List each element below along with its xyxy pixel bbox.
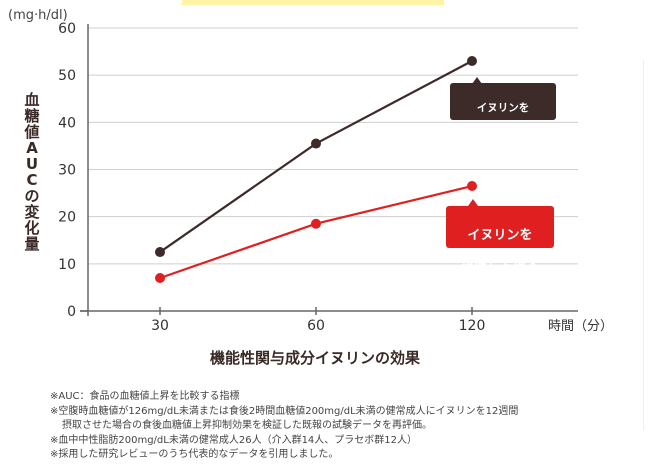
callout-inulin-line-1: イヌリンを <box>467 228 533 243</box>
footnote-subjects-cont: 摂取させた場合の食後血糖値上昇抑制効果を検証した既報の試験データを再評価。 <box>62 420 432 431</box>
footnotes: ※AUC：食品の血糖値上昇を比較する指標 ※空腹時血糖値が126mg/dL未満ま… <box>50 390 640 463</box>
y-tick-label-10: 10 <box>58 257 76 273</box>
y-tick-label-0: 0 <box>67 304 76 320</box>
data-point-0-60 <box>311 138 321 149</box>
y-tick-label-50: 50 <box>58 68 76 84</box>
x-axis-title: 機能性関与成分イヌリンの効果 <box>209 349 420 367</box>
series-callout-inulin: イヌリンを 摂取した場合 <box>446 199 554 277</box>
y-tick-label-30: 30 <box>58 163 76 179</box>
y-axis-title: 血糖値AUCの変化量 <box>24 91 40 253</box>
data-point-0-30 <box>155 247 165 258</box>
y-tick-label-20: 20 <box>58 210 76 226</box>
x-tick-label-120: 120 <box>459 318 486 334</box>
x-tick-label-60: 60 <box>307 318 325 334</box>
y-tick-label-40: 40 <box>58 115 76 131</box>
right-edge-divider <box>643 60 650 430</box>
callout-inulin-line-2: 摂取した場合 <box>460 262 539 277</box>
data-point-0-120 <box>467 56 477 67</box>
footnote-auc: ※AUC：食品の血糖値上昇を比較する指標 <box>50 391 240 402</box>
footnote-review: ※採用した研究レビューのうち代表的なデータを引用しました。 <box>50 449 339 460</box>
top-accent-strip <box>182 0 444 5</box>
series-callout-no-inulin: イヌリンを 摂取していない場合 <box>450 77 556 142</box>
y-unit-label: (mg·h/dl) <box>8 8 68 23</box>
footnote-subjects: ※空腹時血糖値が126mg/dL未満または食後2時間血糖値200mg/dL未満の… <box>50 405 519 417</box>
data-point-1-60 <box>311 218 321 229</box>
footnote-triglyceride: ※血中中性脂肪200mg/dL未満の健常成人26人（介入群14人、プラセボ群12… <box>50 434 418 446</box>
data-point-1-120 <box>467 181 477 192</box>
data-point-1-30 <box>155 272 165 283</box>
x-axis-end-label: 時間（分） <box>548 319 613 334</box>
y-tick-label-60: 60 <box>58 21 76 37</box>
callout-no-inulin-line-2: 摂取していない場合 <box>455 130 551 142</box>
x-tick-label-30: 30 <box>151 318 169 334</box>
callout-no-inulin-line-1: イヌリンを <box>476 102 530 114</box>
